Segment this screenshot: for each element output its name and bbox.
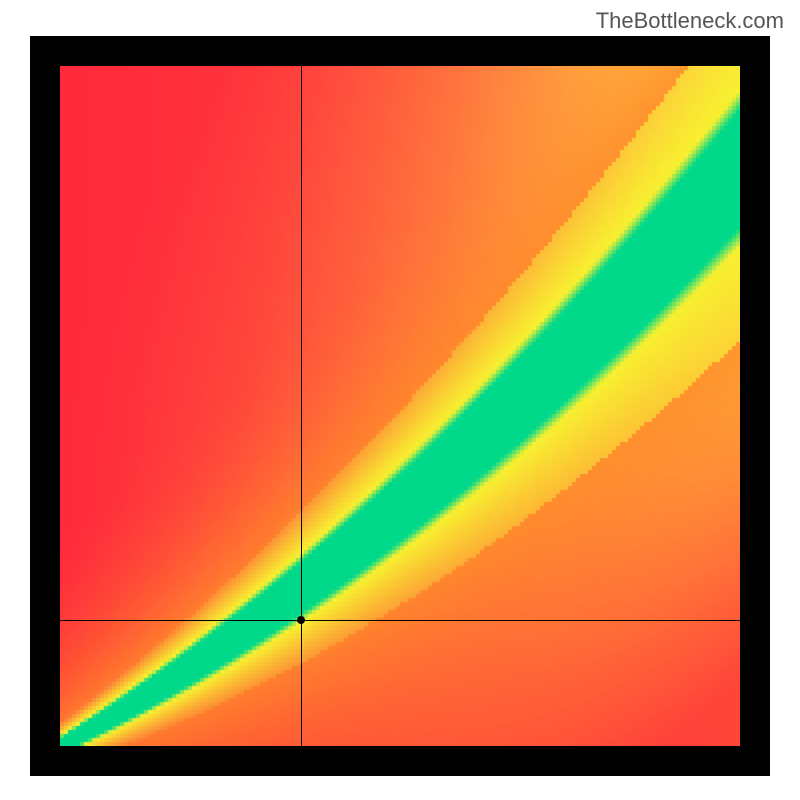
crosshair-vertical	[301, 66, 302, 746]
crosshair-point	[297, 616, 305, 624]
plot-frame	[30, 36, 770, 776]
heatmap-canvas	[60, 66, 740, 746]
crosshair-horizontal	[60, 620, 740, 621]
watermark-text: TheBottleneck.com	[596, 8, 784, 34]
